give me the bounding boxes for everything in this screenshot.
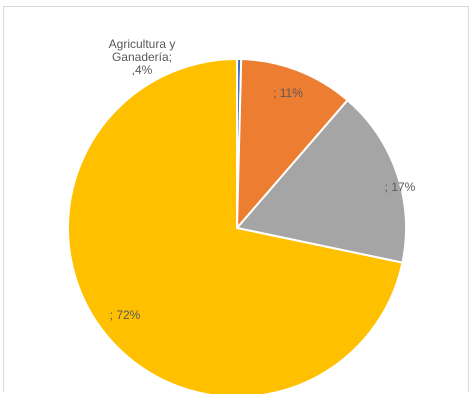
slice-label-3: ; 72% xyxy=(110,308,141,322)
slice-label-0: Agricultura y Ganadería; ,4% xyxy=(109,37,176,77)
pie-labels: Agricultura y Ganadería; ,4% ; 11% ; 17% ; 72… xyxy=(109,37,416,322)
pie-slice-2 xyxy=(235,98,407,264)
slice-label-2: ; 17% xyxy=(385,180,416,194)
pie-slices xyxy=(67,57,407,394)
pie-slice-1 xyxy=(235,58,350,231)
pie-slice-3 xyxy=(67,57,404,394)
slice-label-1: ; 11% xyxy=(273,86,303,100)
